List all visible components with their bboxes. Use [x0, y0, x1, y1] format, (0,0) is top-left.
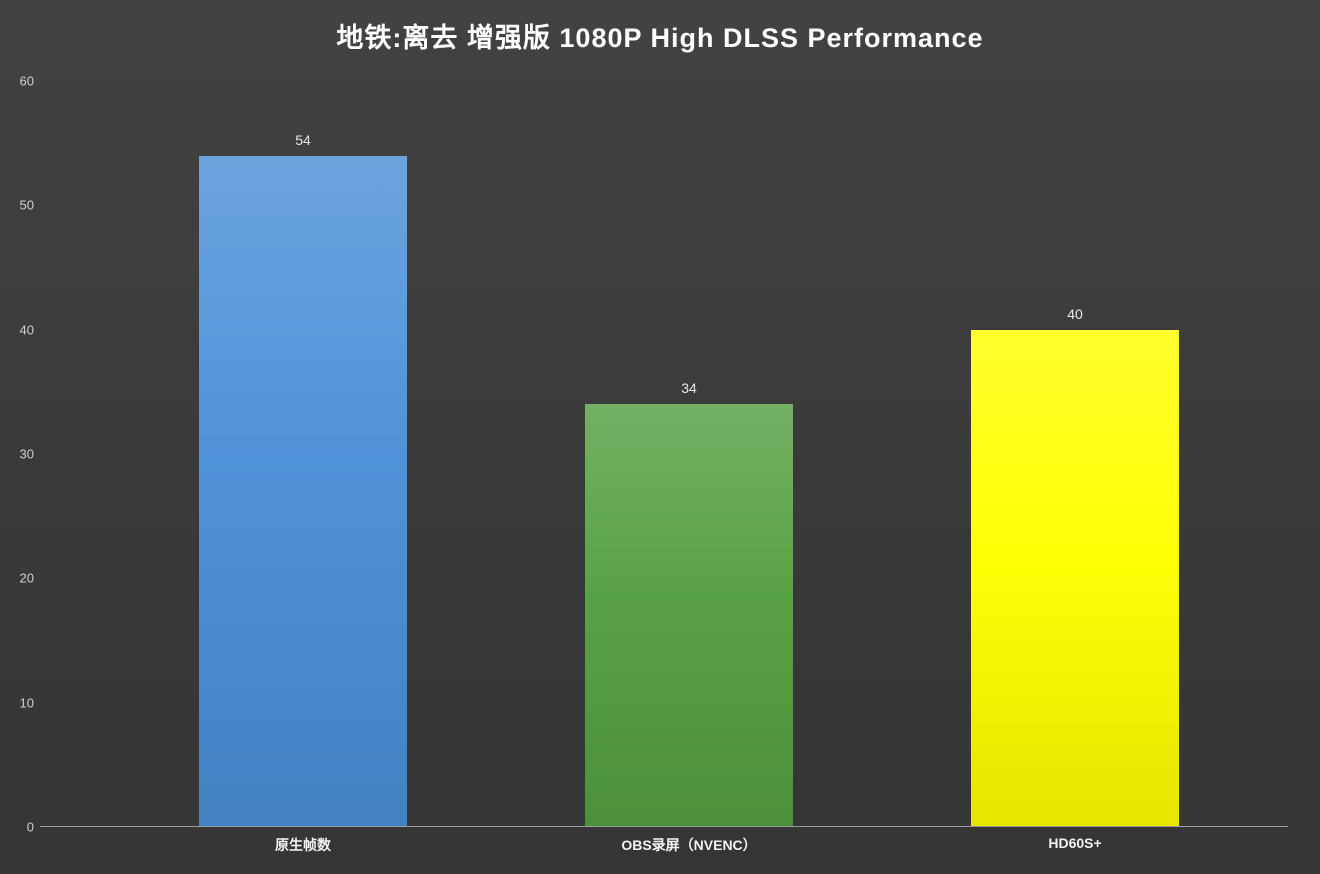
bar-value-label: 54: [295, 131, 311, 148]
bar-gradient-overlay: [971, 329, 1179, 827]
bar-slot: 40 HD60S+: [882, 81, 1268, 851]
y-tick-label: 60: [19, 73, 34, 89]
y-tick-label: 0: [26, 819, 34, 835]
x-axis-line: [40, 826, 1288, 827]
category-label: 原生帧数: [275, 837, 331, 853]
y-tick-label: 50: [19, 197, 34, 213]
plot-area: 0 10 20 30 40 50 60 54 原生帧数 34 OBS录屏（NVENC） 40 HD60…: [20, 74, 1288, 853]
category-label: HD60S+: [1048, 835, 1102, 851]
y-axis: 0 10 20 30 40 50 60: [4, 74, 34, 835]
chart-title: 地铁:离去 增强版 1080P High DLSS Performance: [336, 23, 984, 53]
bar-slot: 34 OBS录屏（NVENC）: [496, 81, 882, 853]
bar-2[interactable]: 34: [585, 380, 793, 827]
y-tick-label: 10: [19, 695, 34, 711]
bar-slot: 54 原生帧数: [110, 81, 496, 853]
y-tick-label: 20: [19, 570, 34, 586]
bar-gradient-overlay: [585, 404, 793, 827]
y-tick-label: 40: [19, 322, 34, 338]
category-label: OBS录屏（NVENC）: [621, 837, 757, 853]
bar-3[interactable]: 40: [971, 306, 1179, 827]
bar-gradient-overlay: [199, 155, 407, 827]
bar-value-label: 40: [1067, 305, 1083, 322]
bar-1[interactable]: 54: [199, 132, 407, 827]
y-tick-label: 30: [19, 446, 34, 462]
bar-value-label: 34: [681, 380, 697, 397]
bars-container: 54 原生帧数 34 OBS录屏（NVENC） 40 HD60S+: [110, 81, 1268, 853]
